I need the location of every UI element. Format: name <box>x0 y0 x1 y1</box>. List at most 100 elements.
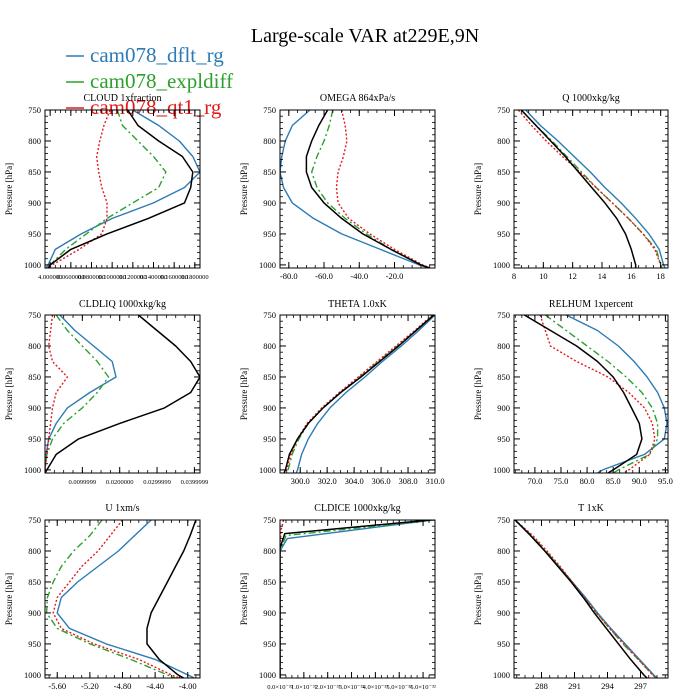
series-line-cam078_expldiff <box>45 315 110 473</box>
series-line-cam078_qt1_rg <box>517 110 662 268</box>
legend-label: cam078_expldiff <box>90 69 233 93</box>
x-tick-label: 0.0800000 <box>78 274 106 281</box>
series-line-cam078_expldiff <box>520 110 663 268</box>
series-line-cam078_dflt_rg <box>565 315 668 473</box>
series-group <box>45 520 197 678</box>
x-tick-label: 1.0×10⁻³² <box>291 684 317 691</box>
y-tick-label: 750 <box>497 515 510 525</box>
y-tick-label: 950 <box>497 229 510 239</box>
legend-label: cam078_dflt_rg <box>90 43 224 67</box>
x-tick-label: 310.0 <box>425 476 444 486</box>
series-group <box>280 520 435 678</box>
x-tick-label: 0.1000000 <box>98 274 126 281</box>
x-tick-label: 85.0 <box>606 476 621 486</box>
x-tick-label: 291 <box>568 681 581 691</box>
y-tick-label: 750 <box>497 105 510 115</box>
x-tick-label: 297 <box>634 681 647 691</box>
series-line-cam078_expldiff <box>544 315 659 473</box>
plot-frame <box>279 519 436 679</box>
x-tick-label: 0.1600000 <box>160 274 188 281</box>
y-axis-label: Pressure [hPa] <box>4 368 14 420</box>
y-tick-label: 850 <box>497 372 510 382</box>
series-line-cam078_expldiff <box>45 520 176 678</box>
series-line-black <box>305 110 430 268</box>
series-line-cam078_dflt_rg <box>45 110 200 268</box>
series-line-black <box>146 520 197 678</box>
panel-8: CLDICE 1000xkg/kg Pressure [hPa] 750 800 850… <box>239 503 436 691</box>
x-tick-label: 12 <box>568 271 577 281</box>
y-tick-label: 750 <box>263 515 276 525</box>
y-tick-label: 950 <box>263 229 276 239</box>
y-tick-label: 800 <box>497 546 510 556</box>
x-tick-label: -80.0 <box>280 271 298 281</box>
series-line-cam078_qt1_rg <box>284 315 433 473</box>
y-axis-label: Pressure [hPa] <box>473 163 483 215</box>
legend-entry-cam078_expldiff: cam078_expldiff <box>66 69 233 93</box>
y-tick-label: 850 <box>263 167 276 177</box>
series-line-cam078_dflt_rg <box>525 110 666 268</box>
y-tick-label: 750 <box>263 105 276 115</box>
x-tick-label: 10 <box>539 271 548 281</box>
series-group <box>514 520 658 678</box>
panel-7: U 1xm/s Pressure [hPa] 750 800 850 900 950 1000… <box>4 503 201 691</box>
series-line-cam078_qt1_rg <box>45 315 69 473</box>
y-tick-label: 800 <box>28 546 41 556</box>
x-tick-label: 90.0 <box>632 476 647 486</box>
x-tick-label: -4.40 <box>146 681 164 691</box>
panel-title: CLDICE 1000xkg/kg <box>314 503 400 514</box>
y-tick-label: 900 <box>263 608 276 618</box>
series-line-cam078_dflt_rg <box>280 110 430 268</box>
plot-frame <box>279 314 436 474</box>
y-tick-label: 1000 <box>493 670 510 680</box>
x-tick-label: 0.1200000 <box>119 274 147 281</box>
y-tick-label: 750 <box>28 105 41 115</box>
series-line-cam078_expldiff <box>280 520 435 678</box>
panel-title: OMEGA 864xPa/s <box>320 93 395 104</box>
plot-frame <box>279 109 436 269</box>
plot-frame <box>44 314 201 474</box>
x-tick-label: -20.0 <box>386 271 404 281</box>
panel-5: THETA 1.0xK Pressure [hPa] 750 800 850 900 950… <box>239 299 445 486</box>
y-tick-label: 800 <box>263 136 276 146</box>
y-tick-label: 950 <box>263 434 276 444</box>
legend: cam078_dflt_rgcam078_expldiffcam078_qt1_… <box>66 43 233 119</box>
y-axis-label: Pressure [hPa] <box>239 368 249 420</box>
series-line-cam078_expldiff <box>514 520 657 678</box>
y-tick-label: 950 <box>28 434 41 444</box>
y-tick-label: 950 <box>497 639 510 649</box>
x-tick-label: 14 <box>598 271 607 281</box>
x-tick-label: 300.0 <box>291 476 310 486</box>
series-line-black <box>45 315 200 473</box>
x-tick-label: 2.0×10⁻³² <box>315 684 341 691</box>
x-tick-label: 95.0 <box>658 476 673 486</box>
y-tick-label: 800 <box>28 136 41 146</box>
x-tick-label: 304.0 <box>345 476 364 486</box>
series-line-cam078_dflt_rg <box>295 315 435 473</box>
plot-frame <box>44 109 201 269</box>
y-tick-label: 950 <box>263 639 276 649</box>
x-tick-label: 8 <box>512 271 516 281</box>
x-tick-label: 294 <box>601 681 615 691</box>
x-tick-label: 0.0399999 <box>181 479 209 486</box>
y-tick-label: 900 <box>28 403 41 413</box>
y-tick-label: 800 <box>263 341 276 351</box>
series-line-cam078_qt1_rg <box>514 520 657 678</box>
x-tick-label: 302.0 <box>318 476 337 486</box>
series-line-cam078_qt1_rg <box>280 520 285 678</box>
series-line-black <box>524 315 643 473</box>
y-axis-label: Pressure [hPa] <box>473 573 483 625</box>
x-tick-label: 6.0×10⁻³² <box>410 684 436 691</box>
x-tick-label: 308.0 <box>398 476 417 486</box>
plot-frame <box>513 109 669 269</box>
series-group <box>45 315 200 473</box>
panel-title: CLOUD 1xfraction <box>83 93 161 104</box>
y-tick-label: 900 <box>263 403 276 413</box>
y-tick-label: 750 <box>497 310 510 320</box>
y-tick-label: 800 <box>497 136 510 146</box>
x-tick-label: 0.0×10⁻³² <box>267 684 293 691</box>
x-tick-label: 4.0×10⁻³² <box>363 684 389 691</box>
series-group <box>45 110 200 268</box>
x-tick-label: 75.0 <box>554 476 569 486</box>
series-group <box>280 110 430 268</box>
y-axis-label: Pressure [hPa] <box>4 163 14 215</box>
